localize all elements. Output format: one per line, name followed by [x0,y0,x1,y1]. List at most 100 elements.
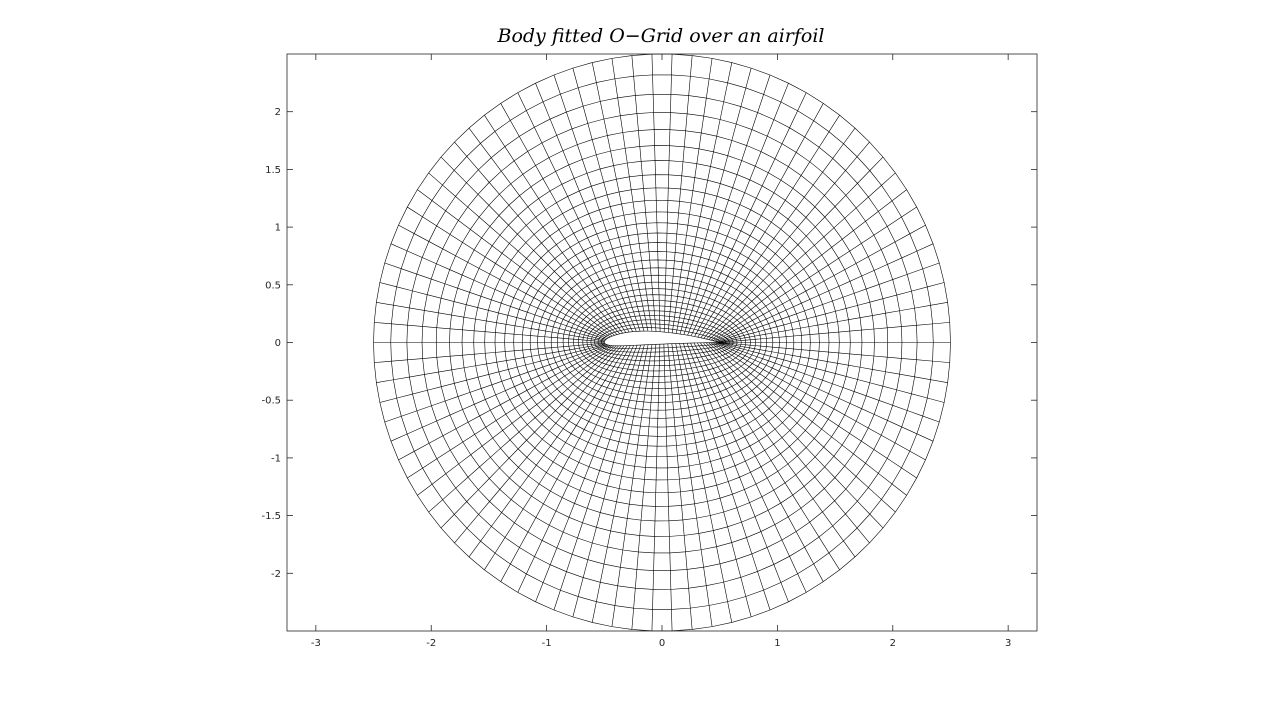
mesh-radial-line [703,141,870,339]
mesh-radial-line [374,322,605,343]
mesh-radial-line [717,342,940,423]
mesh-radial-line [686,343,789,602]
y-tick-label: 0.5 [265,280,281,291]
mesh-radial-line [651,54,661,332]
mesh-radial-line [694,103,824,337]
mesh-radial-line [440,156,618,335]
mesh-radial-line [384,344,608,423]
mesh-radial-line [717,262,940,343]
mesh-radial-line [631,344,657,630]
mesh-radial-line [591,344,649,623]
mesh-radial-line [611,344,653,627]
mesh-radial-line [679,68,752,335]
mesh-radial-line [719,342,948,383]
mesh-radial-line [663,54,673,333]
mesh-radial-line [675,343,733,623]
mesh-radial-line [671,58,713,334]
mesh-radial-line [683,74,771,335]
mesh-radial-line [631,55,657,332]
mesh-radial-line [611,58,653,332]
mesh-radial-line [376,302,605,342]
mesh-radial-line [379,282,606,341]
mesh-radial-line [428,345,617,513]
chart-title: Body fitted O−Grid over an airfoil [496,25,824,47]
mesh-radial-line [714,224,926,342]
mesh-radial-line [500,345,631,582]
mesh [373,53,951,632]
mesh-radial-line [500,103,630,333]
mesh-radial-line [379,343,607,403]
mesh-radial-line [390,344,609,442]
mesh-radial-line [535,345,638,602]
mesh-radial-line [693,342,824,582]
mesh-radial-line [714,342,926,461]
y-tick-label: 1 [275,223,281,234]
mesh-radial-line [417,345,615,496]
mesh-radial-line [683,343,771,611]
mesh-radial-line [468,127,623,334]
mesh-radial-line [712,206,917,341]
mesh-radial-line [663,344,673,631]
x-tick-label: -2 [426,638,436,649]
mesh-radial-line [591,62,649,332]
mesh-radial-line [679,343,752,617]
mesh-radial-line [718,342,945,403]
mesh-radial-line [703,342,870,544]
mesh-radial-line [667,343,693,630]
mesh-radial-line [708,342,896,513]
mesh-radial-line [705,342,884,529]
mesh-radial-line [712,342,917,479]
x-tick-label: 2 [890,638,896,649]
mesh-radial-line [719,302,948,343]
mesh-radial-line [517,345,634,593]
y-tick-label: -0.5 [261,396,281,407]
mesh-radial-line [671,343,713,627]
mesh-radial-line [553,74,641,332]
y-axis: -2 -1.5 -1 -0.5 0 0.5 1 1.5 2 [261,107,1037,580]
mesh-radial-line [651,344,661,631]
mesh-radial-line [572,68,645,332]
x-tick-label: 0 [659,638,665,649]
y-tick-label: 2 [275,107,281,118]
mesh-radial-line [407,206,611,338]
mesh-radial-line [417,189,613,337]
mesh-radial-line [376,343,606,383]
mesh-radial-line [440,345,619,529]
mesh-radial-line [454,345,622,544]
x-tick-label: -3 [311,638,321,649]
y-tick-label: 1.5 [265,165,281,176]
mesh-radial-line [675,62,733,334]
y-tick-label: -1 [271,453,281,464]
mesh-radial-line [517,92,633,332]
mesh-radial-line [468,345,625,558]
mesh-radial-line [690,92,807,336]
mesh-radial-line [484,114,627,333]
mesh-radial-line [718,282,945,343]
mesh-radial-line [535,83,637,332]
mesh-radial-line [454,141,620,335]
mesh-radial-line [667,55,693,333]
mesh-radial-line [572,344,645,617]
mesh-radial-line [719,342,950,363]
y-tick-label: -2 [271,569,281,580]
mesh-radial-line [384,262,607,340]
mesh-radial-line [719,322,950,343]
mesh-radial-line [553,344,641,611]
y-tick-label: -1.5 [261,511,281,522]
mesh-radial-line [710,189,907,341]
mesh-radial-line [710,342,907,496]
mesh-radial-line [716,342,934,442]
x-axis: -3 -2 -1 0 1 2 3 [311,54,1011,649]
mesh-radial-line [428,172,615,336]
x-tick-label: -1 [542,638,552,649]
mesh-radial-line [700,127,856,338]
mesh-radial-line [697,342,840,570]
mesh-radial-line [407,345,612,479]
x-tick-label: 3 [1005,638,1011,649]
mesh-radial-line [398,224,609,339]
mesh-radial-line [390,243,608,339]
mesh-radial-line [700,342,856,558]
y-tick-label: 0 [275,338,281,349]
